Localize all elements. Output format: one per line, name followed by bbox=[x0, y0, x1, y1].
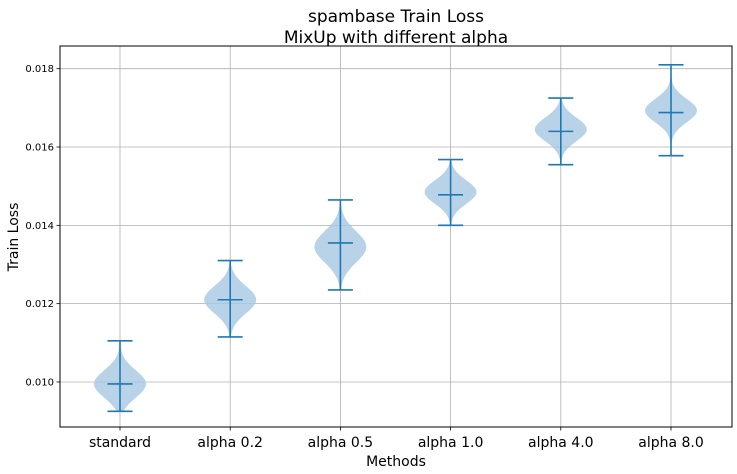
y-axis-ticks: 0.010 0.012 0.014 0.016 0.018 bbox=[25, 64, 60, 388]
x-tick-label: alpha 0.2 bbox=[197, 435, 263, 451]
y-tick-label: 0.016 bbox=[25, 143, 54, 154]
y-tick-label: 0.012 bbox=[25, 299, 54, 310]
x-tick-label: alpha 1.0 bbox=[418, 435, 484, 451]
plot-frame bbox=[59, 45, 733, 428]
x-axis-label: Methods bbox=[366, 454, 426, 470]
x-axis-ticks: standard alpha 0.2 alpha 0.5 alpha 1.0 alpha… bbox=[89, 427, 704, 451]
violins bbox=[94, 63, 697, 413]
grid bbox=[60, 46, 732, 427]
chart-title: spambase Train Loss bbox=[308, 7, 484, 27]
y-tick-label: 0.014 bbox=[25, 221, 54, 232]
x-tick-label: alpha 4.0 bbox=[528, 435, 594, 451]
x-tick-label: alpha 0.5 bbox=[308, 435, 374, 451]
x-tick-label: standard bbox=[89, 435, 151, 451]
y-tick-label: 0.018 bbox=[25, 64, 54, 75]
x-tick-label: alpha 8.0 bbox=[638, 435, 704, 451]
y-tick-label: 0.010 bbox=[25, 377, 54, 388]
y-axis-label: Train Loss bbox=[6, 203, 22, 273]
chart-subtitle: MixUp with different alpha bbox=[284, 28, 508, 48]
